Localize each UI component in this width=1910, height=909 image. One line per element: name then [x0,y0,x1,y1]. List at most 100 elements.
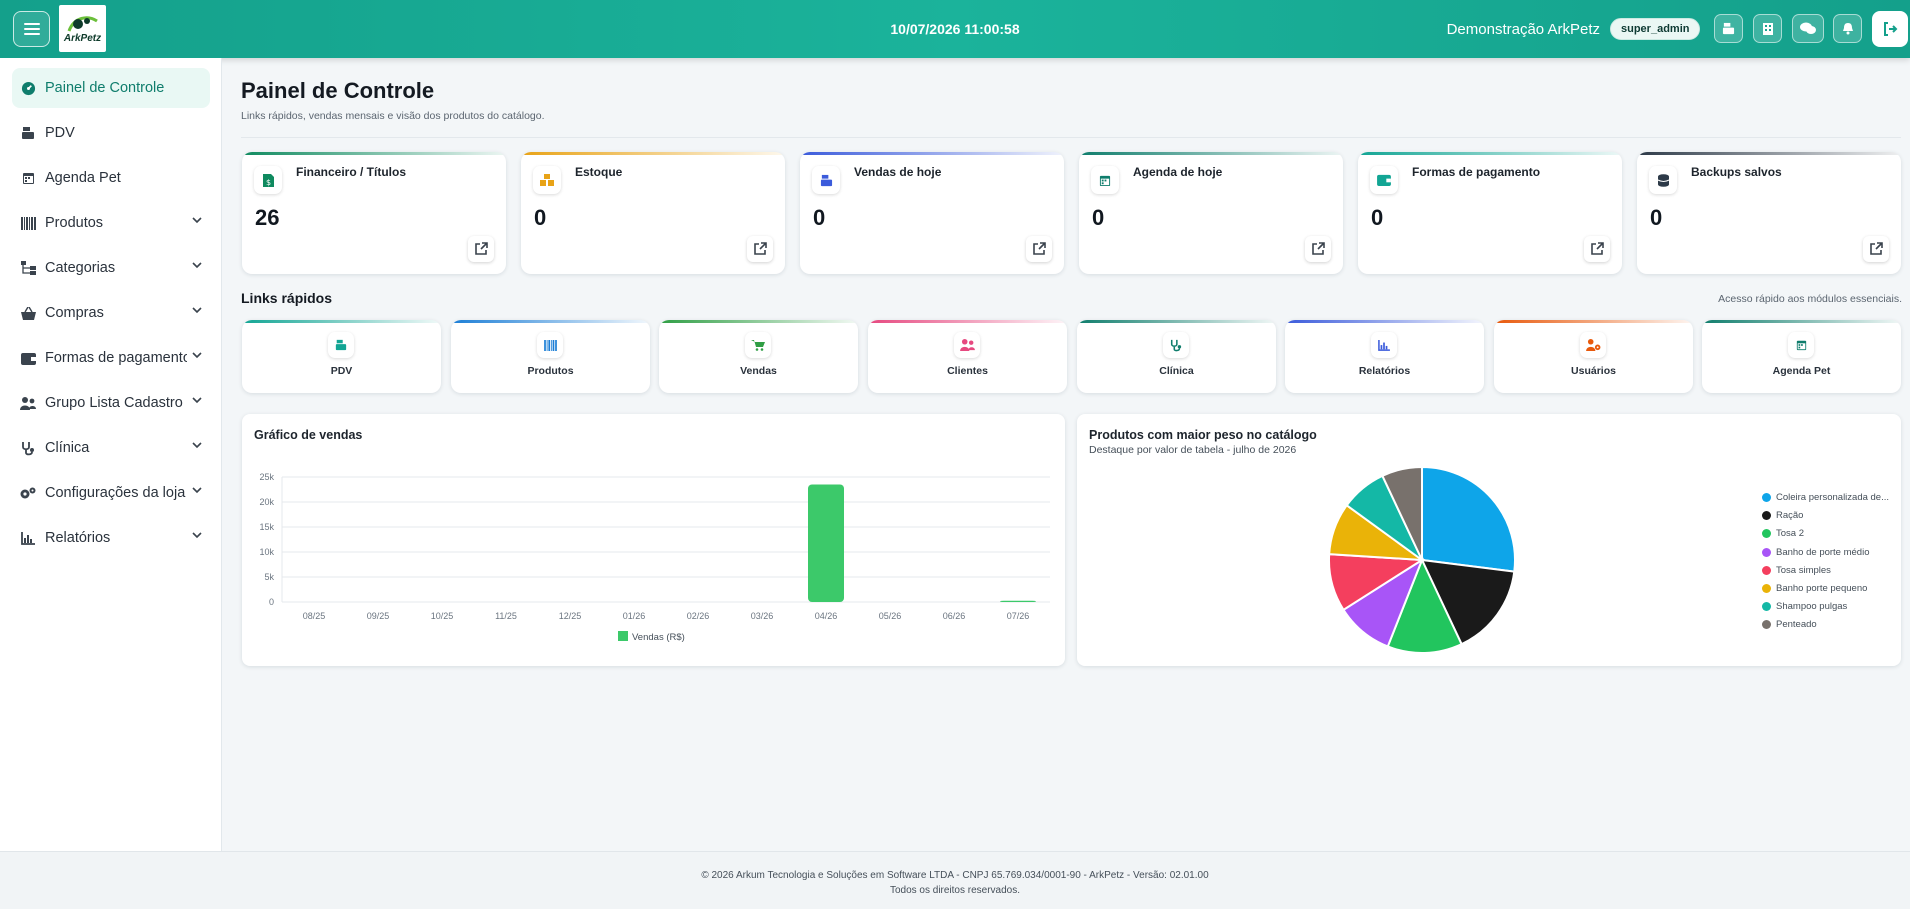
cash-register-icon [1722,22,1735,35]
quick-link-label: Clínica [1159,365,1194,377]
x-tick-label: 12/25 [559,611,582,621]
card-accent [1079,152,1343,155]
kpi-card-formas-de-pagamento[interactable]: Formas de pagamento 0 [1358,152,1622,274]
legend-swatch [1762,493,1771,502]
sidebar-item-label: Formas de pagamento [45,350,187,366]
card-accent [1358,152,1622,155]
legend-item[interactable]: Ração [1762,510,1803,521]
sidebar-item-painel-de-controle[interactable]: Painel de Controle [12,68,210,108]
sidebar-item-pdv[interactable]: PDV [12,113,210,153]
kpi-card-agenda-de-hoje[interactable]: Agenda de hoje 0 [1079,152,1343,274]
pdv-shortcut-button[interactable] [1714,14,1743,43]
x-tick-label: 11/25 [495,611,517,621]
quick-link-vendas[interactable]: Vendas [659,320,858,393]
chevron-down-icon [192,262,202,269]
sidebar-item-clinica[interactable]: Clínica [12,428,210,468]
sidebar-item-label: Relatórios [45,530,111,546]
pie-slice-1[interactable] [1420,558,1516,646]
quick-link-relatorios[interactable]: Relatórios [1285,320,1484,393]
menu-toggle-button[interactable] [13,11,50,47]
notifications-button[interactable] [1833,14,1862,43]
logo-text: ArkPetz [63,33,102,44]
sidebar-item-label: PDV [45,125,75,141]
chart-icon [1371,332,1397,358]
chevron-down-icon [192,532,202,539]
quick-link-agenda-pet[interactable]: Agenda Pet [1702,320,1901,393]
sidebar-item-grupo-lista-cadastro[interactable]: Grupo Lista Cadastro [12,383,210,423]
sitemap-icon [20,260,36,276]
sidebar-item-agenda-pet[interactable]: Agenda Pet [12,158,210,198]
page-title: Painel de Controle [241,78,435,103]
pie-slice-0[interactable] [1421,465,1516,573]
pie-slice-2[interactable] [1386,557,1463,654]
legend-item[interactable]: Coleira personalizada de... [1762,492,1889,503]
database-icon [1649,166,1677,194]
legend-item[interactable]: Shampoo pulgas [1762,601,1847,612]
external-link-icon [1591,242,1604,255]
open-link-button[interactable] [747,236,773,262]
legend-item[interactable]: Tosa 2 [1762,528,1804,539]
sidebar-item-formas-de-pagamento[interactable]: Formas de pagamento [12,338,210,378]
card-accent [659,320,858,323]
footer-rights: Todos os direitos reservados. [889,885,1021,896]
pie-slice-7[interactable] [1381,465,1423,561]
card-value: 0 [534,205,547,230]
x-tick-label: 02/26 [687,611,710,621]
kpi-card-backups-salvos[interactable]: Backups salvos 0 [1637,152,1901,274]
quick-link-label: Agenda Pet [1772,365,1831,377]
card-value: 0 [1371,205,1384,230]
sidebar-item-compras[interactable]: Compras [12,293,210,333]
bar-07/26[interactable] [1000,600,1036,602]
card-title: Backups salvos [1691,165,1782,179]
sidebar-item-label: Agenda Pet [45,170,121,186]
open-link-button[interactable] [1863,236,1889,262]
legend-item[interactable]: Penteado [1762,619,1817,630]
open-link-button[interactable] [1305,236,1331,262]
sidebar-item-configuracoes-da-loja[interactable]: Configurações da loja [12,473,210,513]
sidebar-item-categorias[interactable]: Categorias [12,248,210,288]
x-tick-label: 03/26 [751,611,774,621]
calendar-icon [1788,332,1814,358]
bar-04/26[interactable] [808,484,844,603]
card-value: 0 [813,205,826,230]
chart-icon [20,530,36,546]
chat-button[interactable] [1792,14,1824,43]
svg-text:$: $ [266,178,271,187]
company-name: Demonstração ArkPetz [1446,21,1600,38]
chevron-down-icon [192,442,202,449]
quick-link-usuarios[interactable]: Usuários [1494,320,1693,393]
legend-item[interactable]: Banho porte pequeno [1762,583,1867,594]
sidebar-item-label: Categorias [45,260,116,276]
sales-bar-chart: 0 5k 10k 15k 20k 25k 08/25 09/25 10/25 11/25 12/25… [259,472,1050,643]
sidebar-item-produtos[interactable]: Produtos [12,203,210,243]
legend-item[interactable]: Tosa simples [1762,565,1831,576]
logout-button[interactable] [1872,11,1908,47]
open-link-button[interactable] [468,236,494,262]
x-tick-label: 04/26 [815,611,838,621]
legend-swatch [1762,602,1771,612]
quick-link-clientes[interactable]: Clientes [868,320,1067,393]
kpi-card-estoque[interactable]: Estoque 0 [521,152,785,274]
legend-label: Shampoo pulgas [1776,601,1848,613]
cart-icon [745,332,771,358]
legend-label[interactable]: Vendas (R$) [632,632,685,643]
open-link-button[interactable] [1584,236,1610,262]
quick-link-produtos[interactable]: Produtos [451,320,650,393]
quick-link-clinica[interactable]: Clínica [1077,320,1276,393]
card-accent [868,320,1067,323]
store-button[interactable] [1753,14,1782,43]
legend-swatch [1762,584,1771,593]
footer-copyright: © 2026 Arkum Tecnologia e Soluções em So… [701,870,1209,881]
open-link-button[interactable] [1026,236,1052,262]
hamburger-icon [23,23,40,35]
brand-logo[interactable]: ArkPetz [59,5,106,52]
card-accent [451,320,650,323]
gears-icon [20,485,36,501]
x-tick-label: 09/25 [367,611,390,621]
quick-link-pdv[interactable]: PDV [242,320,441,393]
sidebar-item-relatorios[interactable]: Relatórios [12,518,210,558]
kpi-card-financeiro[interactable]: $ Financeiro / Títulos 26 [242,152,506,274]
quick-link-label: Relatórios [1358,365,1411,377]
legend-item[interactable]: Banho de porte médio [1762,547,1869,558]
kpi-card-vendas-de-hoje[interactable]: Vendas de hoje 0 [800,152,1064,274]
